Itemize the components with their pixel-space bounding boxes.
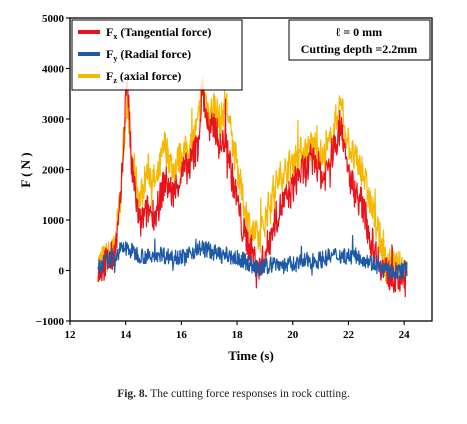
annotation-line: ℓ = 0 mm	[335, 25, 382, 39]
caption-label: Fig. 8.	[117, 388, 148, 400]
legend-entry-x: Fx (Tangential force)	[106, 25, 211, 41]
series-line-fx	[97, 71, 408, 298]
figure-caption: Fig. 8. The cutting force responses in r…	[0, 388, 467, 400]
caption-text: The cutting force responses in rock cutt…	[150, 388, 350, 400]
y-tick-label: 2000	[42, 165, 65, 177]
x-tick-label: 16	[176, 329, 188, 341]
y-tick-label: 0	[59, 266, 65, 278]
annotation-line: Cutting depth =2.2mm	[301, 42, 418, 56]
y-axis-label: F ( N )	[18, 152, 33, 187]
series-line-fz	[97, 75, 408, 285]
y-tick-label: −1000	[36, 316, 65, 328]
x-tick-label: 14	[120, 329, 132, 341]
force-chart: 12 14 16 18 20 22 24 −1000 0 1000 2000 3000 4000 5000…	[18, 13, 433, 363]
legend-box	[71, 19, 243, 91]
legend-entry-y: Fy (Radial force)	[106, 47, 191, 63]
x-tick-label: 22	[343, 329, 355, 341]
annotation-box	[288, 19, 431, 61]
x-tick-label: 24	[399, 329, 411, 341]
x-tick-label: 18	[232, 329, 244, 341]
x-axis-label: Time (s)	[228, 348, 274, 363]
x-tick-label: 20	[287, 329, 299, 341]
y-tick-label: 4000	[42, 64, 65, 76]
series-line-fy	[97, 235, 408, 281]
legend-entry-z: Fz (axial force)	[106, 69, 181, 85]
x-tick-label: 12	[65, 329, 77, 341]
y-tick-label: 5000	[42, 13, 65, 25]
y-tick-label: 3000	[42, 114, 65, 126]
y-tick-label: 1000	[42, 215, 65, 227]
